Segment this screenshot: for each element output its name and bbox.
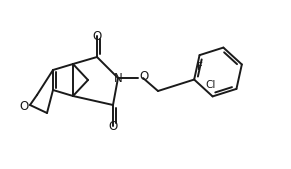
Text: N: N [113, 71, 123, 84]
Text: O: O [108, 119, 118, 132]
Text: F: F [197, 62, 203, 72]
Text: O: O [20, 101, 29, 114]
Text: O: O [139, 70, 148, 83]
Text: O: O [92, 30, 102, 42]
Text: Cl: Cl [205, 80, 216, 90]
